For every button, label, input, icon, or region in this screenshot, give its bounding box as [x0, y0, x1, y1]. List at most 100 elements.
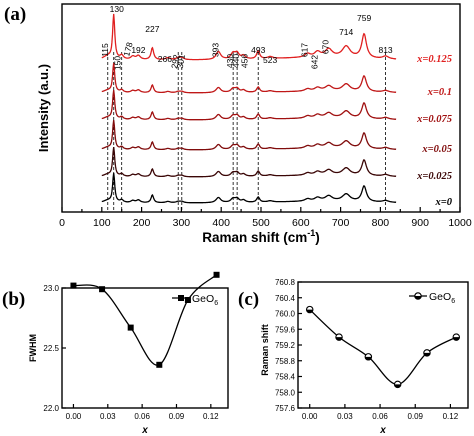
fwhm-axis-ticks: 0.00 0.03 0.06 0.09 0.12 22.0 22.5 23.0	[43, 284, 219, 421]
fwhm-legend-marker	[178, 295, 184, 301]
shift-legend: GeO6	[409, 291, 455, 305]
raman-series-labels: x=0.125 x=0.1 x=0.075 x=0.05 x=0.025 x=0	[416, 54, 453, 208]
raman-peak-label: 150	[113, 56, 123, 70]
c-y-tick-label: 760.8	[275, 278, 296, 287]
raman-x-axis-label-sup: -1	[307, 228, 315, 238]
fwhm-legend-text: GeO	[192, 293, 214, 305]
raman-x-axis-ticks: 0 100 200 300 400 500 600 700 800 900 1000	[59, 207, 472, 229]
raman-peak-label: 642	[310, 55, 320, 69]
raman-x-tick-label: 500	[252, 217, 270, 229]
c-data-point-fill	[423, 352, 431, 357]
shift-y-axis-label: Raman shift	[260, 324, 270, 376]
raman-peak-label: 440	[231, 54, 241, 68]
raman-peak-label: 456	[239, 54, 249, 68]
raman-x-tick-label: 100	[93, 217, 111, 229]
raman-spectrum-line	[101, 173, 397, 204]
raman-spectrum-line	[101, 63, 397, 94]
shift-x-axis-label: x	[379, 425, 386, 436]
raman-x-axis-label-end: )	[315, 230, 320, 245]
fwhm-legend-sub: 6	[214, 300, 218, 307]
fwhm-panel: 0.00 0.03 0.06 0.09 0.12 22.0 22.5 23.0 GeO6 (b…	[2, 271, 229, 436]
b-y-tick-label: 23.0	[43, 284, 59, 293]
raman-x-axis-label: Raman shift (cm-1)	[202, 228, 320, 245]
shift-axis-ticks: 0.00 0.03 0.06 0.09 0.12 757.6 758.0 758.4 758.8…	[275, 278, 459, 421]
raman-peak-label: 301	[175, 53, 187, 69]
raman-peak-label: 714	[339, 27, 353, 37]
b-y-tick-label: 22.5	[43, 344, 59, 353]
raman-x-tick-label: 700	[332, 217, 350, 229]
c-y-tick-label: 758.0	[275, 388, 296, 397]
c-y-tick-label: 757.6	[275, 404, 296, 413]
fwhm-plot-frame	[61, 287, 229, 409]
raman-series-label: x=0.05	[421, 144, 452, 155]
raman-shift-panel: 0.00 0.03 0.06 0.09 0.12 757.6 758.0 758.4 758.8…	[238, 278, 469, 436]
c-fit-line	[309, 309, 457, 386]
raman-peak-label: 670	[321, 40, 331, 54]
raman-x-tick-label: 200	[133, 217, 151, 229]
b-x-tick-label: 0.00	[66, 412, 82, 421]
raman-spectra-panel: 0 100 200 300 400 500 600 700 800 900 1000 1151301…	[4, 3, 472, 245]
c-x-tick-label: 0.06	[372, 412, 388, 421]
raman-spectrum-line	[101, 13, 397, 61]
c-data-point-fill	[394, 384, 401, 388]
panel-a-label: (a)	[4, 4, 26, 25]
shift-series	[305, 305, 461, 389]
panel-c-label: (c)	[238, 289, 259, 310]
raman-series-label: x=0.1	[427, 87, 452, 98]
raman-series-label: x=0.025	[416, 171, 452, 182]
raman-x-tick-label: 900	[411, 217, 429, 229]
c-y-tick-label: 759.2	[275, 341, 296, 350]
raman-peak-label: 130	[110, 4, 124, 14]
raman-x-tick-label: 600	[292, 217, 310, 229]
raman-peak-label: 227	[145, 24, 159, 34]
c-y-tick-label: 760.4	[275, 294, 296, 303]
c-x-tick-label: 0.12	[443, 412, 459, 421]
raman-series-label: x=0.075	[416, 114, 452, 125]
b-data-point	[127, 324, 134, 331]
b-data-point	[156, 361, 163, 368]
shift-legend-text: GeO	[429, 291, 451, 303]
raman-x-tick-label: 800	[372, 217, 390, 229]
raman-series-label: x=0.125	[416, 54, 452, 65]
c-data-point-fill	[306, 309, 313, 313]
fwhm-legend: GeO6	[172, 293, 218, 307]
c-y-tick-label: 759.6	[275, 325, 296, 334]
b-x-tick-label: 0.06	[134, 412, 150, 421]
fwhm-y-axis-label: FWHM	[28, 334, 38, 362]
b-x-tick-label: 0.03	[100, 412, 116, 421]
c-x-tick-label: 0.00	[302, 412, 318, 421]
raman-peak-label: 493	[251, 45, 265, 55]
raman-peak-label: 430	[225, 54, 235, 68]
c-y-tick-label: 758.8	[275, 357, 296, 366]
b-x-tick-label: 0.12	[203, 412, 219, 421]
raman-peak-label: 523	[263, 55, 277, 65]
c-data-point-fill	[365, 356, 372, 361]
raman-peak-label: 813	[378, 45, 392, 55]
shift-legend-label: GeO6	[429, 291, 455, 305]
b-y-tick-label: 22.0	[43, 404, 59, 413]
panel-b-label: (b)	[2, 289, 25, 310]
raman-peak-label: 759	[357, 13, 371, 23]
fwhm-x-axis-label: x	[141, 425, 148, 436]
c-data-point-fill	[453, 337, 460, 341]
raman-spectrum-line	[101, 90, 397, 121]
raman-peak-guide-lines	[107, 52, 386, 212]
raman-x-tick-label: 400	[212, 217, 230, 229]
b-data-point	[184, 297, 191, 303]
b-x-tick-label: 0.09	[169, 412, 185, 421]
raman-x-tick-label: 0	[59, 217, 65, 229]
raman-spectrum-line	[101, 147, 397, 178]
c-y-tick-label: 760.0	[275, 310, 296, 319]
raman-x-axis-label-main: Raman shift (cm	[202, 230, 307, 245]
raman-series-label: x=0	[435, 197, 453, 208]
raman-peak-label: 178	[121, 41, 134, 58]
raman-peak-label: 617	[300, 43, 310, 57]
shift-legend-sub: 6	[451, 298, 455, 305]
raman-x-tick-label: 1000	[448, 217, 472, 229]
raman-peak-label: 266	[158, 54, 172, 64]
raman-spectrum-line	[101, 120, 397, 151]
raman-peak-label: 115	[100, 43, 110, 57]
raman-spectra-curves	[101, 13, 397, 204]
